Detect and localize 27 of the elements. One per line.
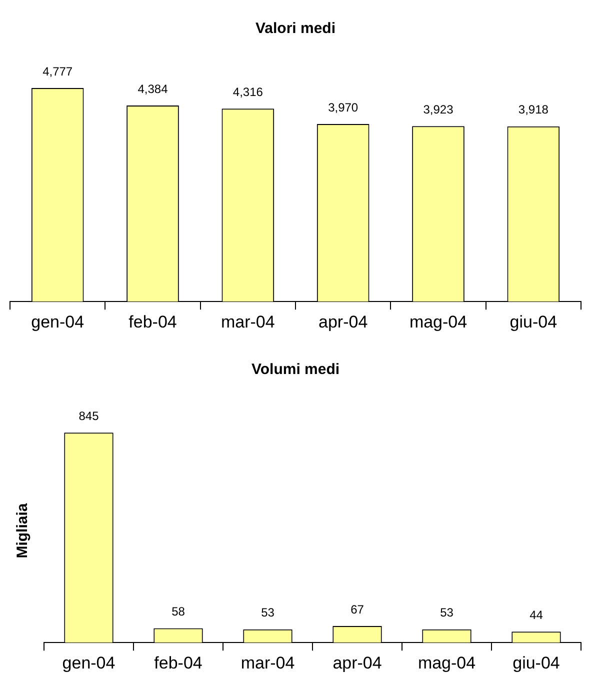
x-tick-label: gen-04 <box>62 653 116 672</box>
data-label: 53 <box>440 606 454 620</box>
x-tick-label: feb-04 <box>154 653 202 672</box>
data-label: 4,316 <box>232 84 264 99</box>
y-axis-title: Migliaia <box>14 502 32 558</box>
x-tick-label: gen-04 <box>31 312 84 332</box>
data-label: 3,923 <box>423 102 454 116</box>
data-label: 67 <box>350 602 364 616</box>
x-tick-label: mag-04 <box>409 312 468 332</box>
x-tick-label: mag-04 <box>418 653 476 672</box>
x-tick-label: apr-04 <box>332 653 382 672</box>
x-tick-label: giu-04 <box>510 312 558 332</box>
data-label: 53 <box>261 606 275 620</box>
data-label: 4,777 <box>42 64 73 78</box>
data-label: 58 <box>172 604 186 619</box>
chart-title: Valori medi <box>255 20 336 38</box>
x-tick-label: feb-04 <box>128 312 177 332</box>
x-tick-label: mar-04 <box>220 312 275 332</box>
chart-title: Volumi medi <box>251 361 340 378</box>
data-label: 3,918 <box>518 102 549 117</box>
x-tick-label: giu-04 <box>512 653 560 672</box>
data-label: 44 <box>530 608 544 622</box>
x-tick-label: mar-04 <box>240 653 295 672</box>
x-tick-label: apr-04 <box>318 312 368 332</box>
data-label: 4,384 <box>138 82 168 96</box>
data-label: 3,970 <box>328 100 358 114</box>
data-label: 845 <box>78 408 100 423</box>
